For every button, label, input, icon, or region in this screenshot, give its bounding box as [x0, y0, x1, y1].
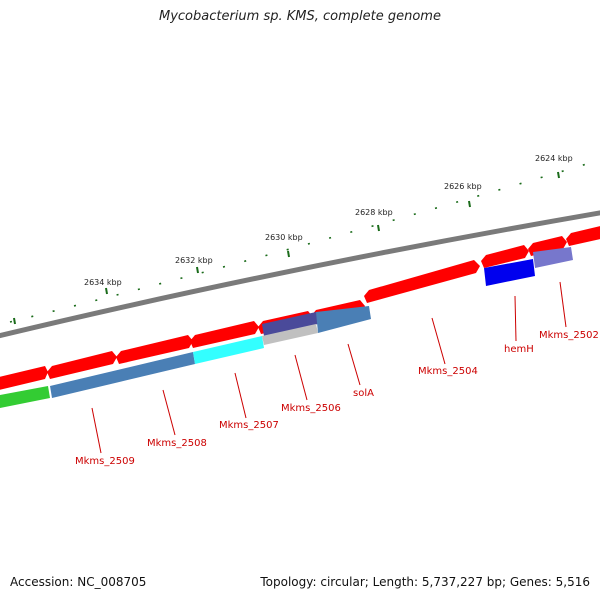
- scale-minor-ticks: [9, 159, 600, 323]
- accession-text: Accession: NC_008705: [10, 575, 147, 589]
- reverse-cds: [0, 386, 50, 408]
- reverse-cds: [262, 312, 318, 336]
- forward-cds: [190, 321, 259, 348]
- gene-label-sola: solA: [353, 388, 374, 399]
- scale-label-2626: 2626 kbp: [444, 182, 482, 191]
- forward-cds: [364, 260, 480, 303]
- reverse-cds: [484, 259, 535, 286]
- gene-label-mkms-2506: Mkms_2506: [281, 403, 341, 414]
- genome-backbone: [0, 210, 600, 339]
- leader-line: [234, 372, 247, 419]
- forward-cds: [47, 351, 117, 379]
- gene-label-mkms-2504: Mkms_2504: [418, 366, 478, 377]
- scale-label-2624: 2624 kbp: [535, 154, 573, 163]
- reverse-cds: [316, 306, 371, 333]
- leader-line: [514, 295, 517, 342]
- leader-line: [431, 317, 446, 365]
- forward-cds: [566, 226, 600, 246]
- reverse-cds: [193, 336, 264, 364]
- major-tick: [196, 266, 199, 274]
- scale-label-2632: 2632 kbp: [175, 256, 213, 265]
- reverse-strand: [0, 247, 573, 408]
- major-tick: [557, 171, 560, 179]
- scale-label-2628: 2628 kbp: [355, 208, 393, 217]
- label-leaders: [91, 281, 567, 454]
- scale-major-ticks: [13, 171, 560, 325]
- reverse-cds: [50, 352, 195, 398]
- scale-label-2630: 2630 kbp: [265, 233, 303, 242]
- leader-line: [294, 354, 308, 401]
- forward-cds: [0, 366, 48, 390]
- genome-summary-text: Topology: circular; Length: 5,737,227 bp…: [260, 575, 590, 589]
- gene-label-hemh: hemH: [504, 344, 534, 355]
- major-tick: [287, 250, 290, 258]
- major-tick: [468, 200, 471, 208]
- reverse-cds: [262, 324, 318, 345]
- map-title: Mycobacterium sp. KMS, complete genome: [159, 9, 441, 24]
- gene-label-mkms-2502: Mkms_2502: [539, 330, 599, 341]
- major-tick: [105, 287, 108, 295]
- gene-label-mkms-2509: Mkms_2509: [75, 456, 135, 467]
- forward-cds: [481, 245, 529, 268]
- forward-cds: [528, 236, 567, 256]
- forward-cds: [116, 335, 193, 364]
- gene-label-mkms-2507: Mkms_2507: [219, 420, 279, 431]
- forward-strand: [0, 226, 600, 390]
- leader-line: [162, 389, 176, 436]
- major-tick: [13, 317, 16, 325]
- leader-line: [91, 407, 102, 454]
- scale-label-2634: 2634 kbp: [84, 278, 122, 287]
- major-tick: [377, 224, 380, 232]
- leader-line: [347, 343, 361, 386]
- reverse-cds: [533, 247, 573, 268]
- leader-line: [559, 281, 567, 328]
- gene-label-mkms-2508: Mkms_2508: [147, 438, 207, 449]
